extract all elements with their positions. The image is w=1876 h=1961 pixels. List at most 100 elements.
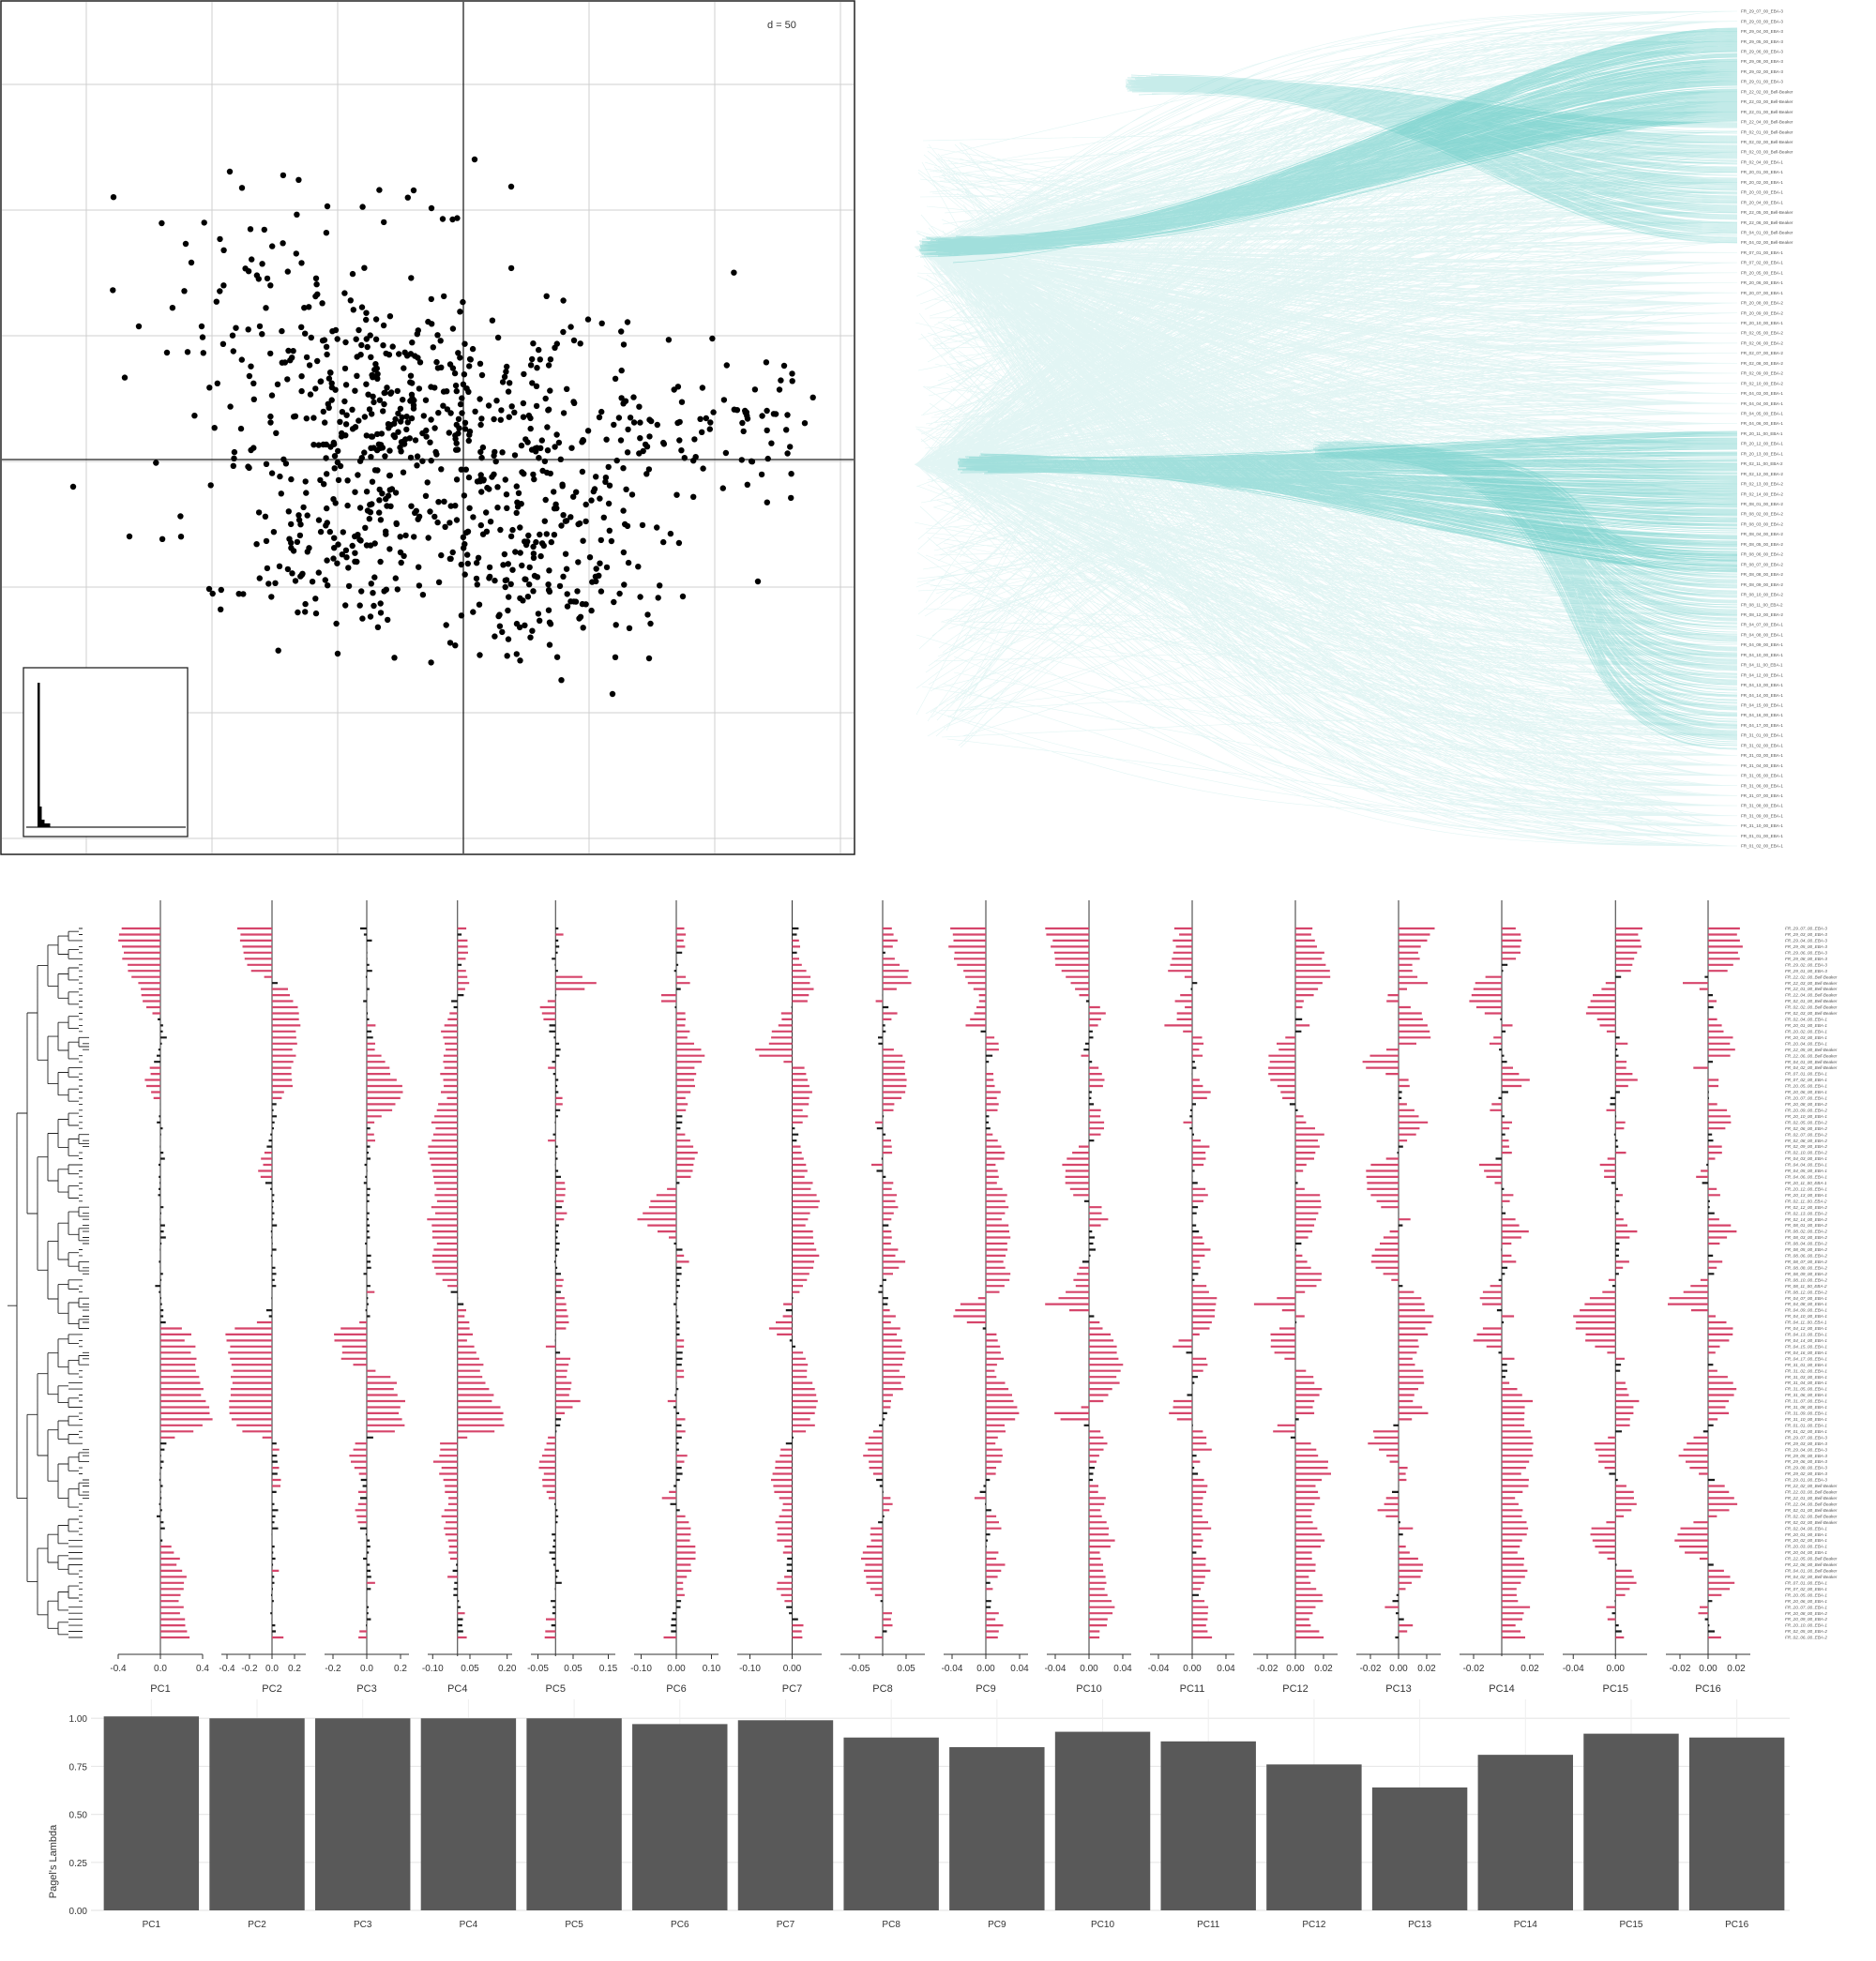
scatter-point	[263, 537, 270, 545]
pc-row-label: FR_04_01_00_Bell-Beaker	[1785, 1060, 1838, 1064]
scatter-point	[357, 352, 364, 358]
scatter-point	[327, 370, 334, 376]
scatter-point	[237, 425, 245, 432]
scatter-point	[359, 204, 366, 210]
scatter-point	[622, 520, 628, 528]
scatter-point	[347, 297, 354, 304]
scatter-point	[284, 376, 291, 383]
tree-tip-label: FR_04_06_00_EBA-1	[1741, 421, 1783, 426]
scatter-point	[452, 642, 459, 649]
scatter-point	[620, 507, 627, 514]
pc-row-label: FR_04_02_00_Bell-Beaker	[1785, 1065, 1838, 1070]
scatter-point	[326, 528, 333, 536]
lambda-bar-pc3	[315, 1718, 411, 1910]
scatter-point	[540, 542, 547, 550]
scatter-point	[273, 430, 280, 436]
scatter-point	[307, 391, 314, 398]
scatter-point	[312, 275, 320, 281]
pc-row-label: FR_20_05_00_EBA-1	[1785, 1592, 1827, 1597]
scatter-point	[512, 549, 519, 555]
pc-row-label: FR_08_06_00_EBA-2	[1785, 1254, 1827, 1259]
scatter-point	[524, 594, 532, 600]
scatter-point	[395, 410, 401, 417]
scatter-point	[639, 521, 646, 529]
scatter-point	[676, 437, 683, 444]
pc-tick-label: 0.00	[1699, 1664, 1717, 1674]
pc-panel-pc6: -0.10 0.00 0.10 PC6	[630, 900, 721, 1695]
scatter-point	[381, 219, 387, 226]
scatter-point	[477, 472, 484, 478]
scatter-point	[389, 343, 396, 350]
scatter-point	[310, 415, 317, 421]
scatter-point	[264, 565, 271, 572]
pc-row-label: FR_04_04_00_EBA-1	[1785, 1163, 1827, 1168]
scatter-point	[489, 317, 496, 324]
lambda-bar-pc14	[1477, 1755, 1573, 1910]
tree-tip-label: FR_08_05_00_EBA-2	[1741, 542, 1783, 547]
lambda-bar-pc10	[1054, 1731, 1151, 1910]
scatter-point	[485, 402, 492, 409]
scatter-point	[582, 518, 589, 525]
scatter-point	[618, 395, 625, 401]
scatter-point	[517, 524, 523, 531]
scatter-point	[564, 591, 570, 597]
scatter-point	[459, 395, 465, 401]
scatter-point	[319, 300, 325, 307]
tree-tip-label: FR_04_10_00_EBA-1	[1741, 653, 1783, 657]
scatter-point	[537, 552, 544, 560]
pc-row-label: FR_02_02_00_Bell-Beaker	[1785, 1005, 1838, 1010]
scatter-point	[408, 503, 415, 509]
scatter-point	[345, 582, 353, 590]
pc-tick-label: 0.02	[1727, 1664, 1746, 1674]
scatter-point	[527, 362, 535, 369]
scatter-point	[333, 620, 340, 627]
pc-axis-title: PC3	[356, 1683, 376, 1695]
scatter-point	[431, 425, 438, 431]
scatter-point	[588, 497, 595, 504]
tree-tip-label: FR_20_13_00_EBA-1	[1741, 451, 1783, 456]
scatter-point	[542, 496, 549, 504]
pc-bars	[1609, 975, 1622, 1633]
tree-tip-label: FR_31_08_00_EBA-1	[1741, 804, 1783, 808]
tree-tip-label: FR_01_02_00_EBA-1	[1741, 844, 1783, 849]
scatter-point	[564, 603, 571, 610]
scatter-point	[395, 429, 401, 435]
scatter-point	[657, 582, 663, 589]
tree-tip-label: FR_20_05_00_EBA-1	[1741, 270, 1783, 275]
pc-tick-label: 0.2	[288, 1664, 301, 1674]
scatter-point	[520, 414, 527, 420]
scatter-point	[522, 622, 528, 628]
scatter-point	[469, 345, 477, 353]
scatter-point	[433, 451, 440, 458]
scatter-point	[298, 324, 305, 330]
pc-axis-title: PC8	[872, 1683, 892, 1695]
scatter-point	[477, 478, 484, 485]
scatter-point	[515, 490, 522, 496]
scatter-point	[211, 425, 218, 431]
scatter-point	[519, 562, 525, 569]
scatter-point	[524, 439, 531, 445]
pc-row-label: FR_22_06_00_Bell-Beaker	[1785, 1053, 1838, 1058]
scatter-point	[546, 641, 553, 648]
pc-row-label: FR_08_02_00_EBA-2	[1785, 1229, 1827, 1234]
scatter-point	[285, 508, 292, 515]
pc-row-label: FR_04_03_00_EBA-1	[1785, 1156, 1827, 1161]
scatter-point	[500, 562, 507, 568]
scatter-point	[435, 499, 442, 505]
scatter-point	[324, 203, 331, 210]
scatter-point	[314, 357, 321, 365]
scatter-point	[499, 628, 506, 636]
tree-tip-label: FR_04_17_00_EBA-1	[1741, 723, 1783, 728]
scatter-point	[363, 542, 371, 549]
pc-panel-pc2: -0.4 -0.2 0.0 0.2 PC2	[219, 900, 306, 1695]
scatter-point	[558, 677, 565, 684]
scatter-point	[245, 463, 251, 470]
pc-tick-label: 0.0	[154, 1664, 167, 1674]
scatter-point	[558, 522, 565, 529]
pc-tick-label: 0.02	[1520, 1664, 1539, 1674]
pc-tick-label: -0.02	[1670, 1664, 1691, 1674]
scatter-point	[602, 478, 609, 485]
scatter-point	[551, 532, 558, 538]
scatter-point	[292, 578, 299, 584]
scatter-point	[428, 416, 434, 423]
